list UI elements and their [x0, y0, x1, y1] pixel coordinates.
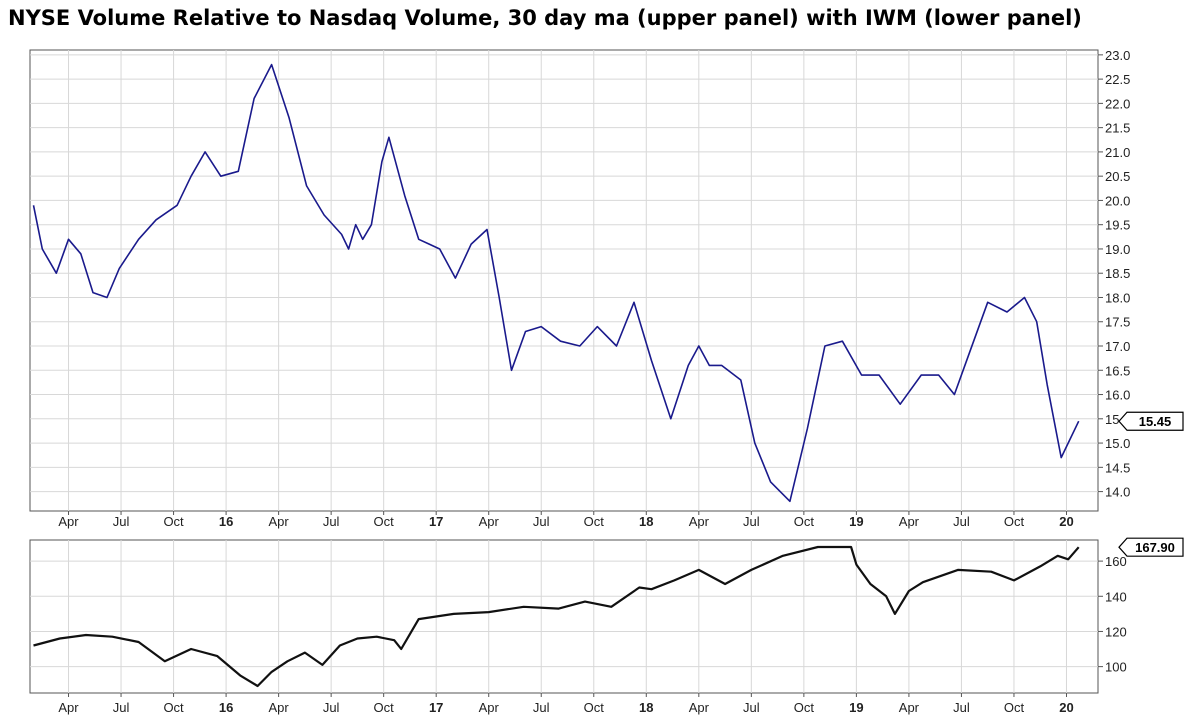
lower-plot-frame [29, 539, 1099, 694]
lower-xtick-label: Oct [374, 700, 395, 715]
lower-xtick-label: Apr [58, 700, 79, 715]
upper-xtick-label: Oct [584, 514, 605, 529]
upper-ytick-label: 22.0 [1105, 96, 1130, 111]
lower-xtick-label: 20 [1059, 700, 1073, 715]
upper-ytick-label: 14.5 [1105, 460, 1130, 475]
upper-last-value-callout [1118, 411, 1184, 431]
upper-ytick-label: 17.5 [1105, 315, 1130, 330]
upper-xtick-label: Jul [323, 514, 340, 529]
upper-last-value-label: 15.45 [1139, 414, 1172, 429]
upper-ytick-label: 21.0 [1105, 145, 1130, 160]
lower-xtick-label: Oct [584, 700, 605, 715]
upper-xtick-label: Apr [689, 514, 710, 529]
lower-xtick-label: Oct [794, 700, 815, 715]
upper-xtick-label: Oct [163, 514, 184, 529]
upper-ytick-label: 23.0 [1105, 48, 1130, 63]
upper-xtick-label: 20 [1059, 514, 1073, 529]
upper-ytick-label: 17.0 [1105, 339, 1130, 354]
lower-xtick-label: Jul [743, 700, 760, 715]
lower-xtick-label: Jul [113, 700, 130, 715]
lower-series-line [33, 545, 1080, 688]
lower-xtick-label: Apr [689, 700, 710, 715]
lower-panel: 100 120 140 160 Apr Jul Oct 16 Apr Jul Oct 17 Apr Jul… [29, 537, 1184, 715]
upper-ytick-label: 19.0 [1105, 242, 1130, 257]
upper-ytick-label: 19.5 [1105, 218, 1130, 233]
lower-xtick-label: 16 [219, 700, 233, 715]
lower-last-value-callout [1118, 537, 1184, 557]
upper-xtick-label: Apr [58, 514, 79, 529]
chart-title: NYSE Volume Relative to Nasdaq Volume, 3… [8, 6, 1082, 30]
upper-ytick-label: 15.0 [1105, 436, 1130, 451]
lower-xtick-label: 19 [849, 700, 863, 715]
upper-ytick-label: 14.0 [1105, 485, 1130, 500]
upper-xtick-label: 19 [849, 514, 863, 529]
lower-xtick-label: Apr [479, 700, 500, 715]
upper-ytick-label: 18.0 [1105, 290, 1130, 305]
upper-xtick-label: Jul [113, 514, 130, 529]
upper-xtick-label: 18 [639, 514, 653, 529]
upper-ytick-label: 22.5 [1105, 72, 1130, 87]
upper-xtick-label: Apr [268, 514, 289, 529]
upper-ytick-label: 16.0 [1105, 388, 1130, 403]
lower-xtick-label: Apr [268, 700, 289, 715]
upper-xtick-label: Oct [1004, 514, 1025, 529]
lower-ytick-label: 140 [1105, 589, 1127, 604]
upper-plot-frame [29, 49, 1099, 512]
upper-xtick-label: Jul [743, 514, 760, 529]
lower-xtick-label: Jul [953, 700, 970, 715]
upper-xtick-label: Apr [899, 514, 920, 529]
lower-xtick-label: Oct [1004, 700, 1025, 715]
upper-xtick-label: Oct [374, 514, 395, 529]
lower-ytick-label: 160 [1105, 554, 1127, 569]
upper-series-line [32, 63, 1080, 503]
lower-xtick-label: 18 [639, 700, 653, 715]
upper-xtick-label: Jul [533, 514, 550, 529]
lower-xtick-label: Oct [163, 700, 184, 715]
lower-xtick-label: Jul [533, 700, 550, 715]
upper-xtick-label: Oct [794, 514, 815, 529]
upper-ytick-label: 21.5 [1105, 121, 1130, 136]
upper-ytick-label: 18.5 [1105, 266, 1130, 281]
upper-ytick-label: 20.0 [1105, 193, 1130, 208]
upper-xtick-label: 17 [429, 514, 443, 529]
lower-xtick-label: Jul [323, 700, 340, 715]
upper-panel: 14.014.515.015.516.016.517.017.518.018.5… [29, 48, 1184, 529]
upper-ytick-label: 16.5 [1105, 363, 1130, 378]
lower-xtick-label: 17 [429, 700, 443, 715]
lower-ytick-label: 120 [1105, 624, 1127, 639]
lower-ytick-label: 100 [1105, 660, 1127, 675]
upper-ytick-label: 20.5 [1105, 169, 1130, 184]
lower-xtick-label: Apr [899, 700, 920, 715]
lower-last-value-label: 167.90 [1135, 540, 1175, 555]
upper-xtick-label: Apr [479, 514, 500, 529]
upper-xtick-label: 16 [219, 514, 233, 529]
upper-xtick-label: Jul [953, 514, 970, 529]
